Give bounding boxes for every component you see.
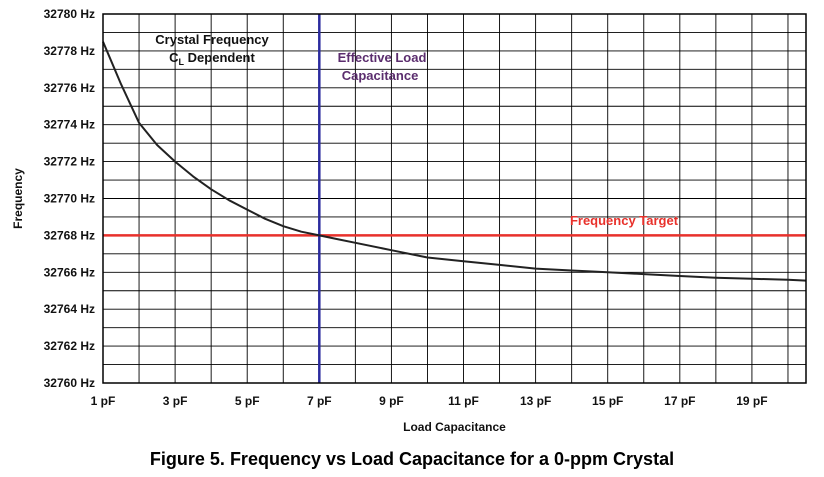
y-tick-label: 32762 Hz [44, 339, 95, 353]
x-tick-label: 11 pF [448, 394, 479, 408]
annotation-crystal-frequency: Crystal Frequency [155, 32, 269, 47]
y-tick-label: 32780 Hz [44, 7, 95, 21]
frequency-target-label: Frequency Target [570, 213, 679, 228]
x-tick-label: 5 pF [235, 394, 260, 408]
y-tick-label: 32772 Hz [44, 155, 95, 169]
x-tick-label: 3 pF [163, 394, 188, 408]
effective-load-label-line1: Effective Load [338, 50, 427, 65]
y-tick-label: 32760 Hz [44, 376, 95, 390]
y-tick-label: 32764 Hz [44, 302, 95, 316]
effective-load-label-line2: Capacitance [342, 68, 419, 83]
annotation-c: C [169, 50, 179, 65]
x-tick-label: 19 pF [736, 394, 767, 408]
frequency-curve [102, 41, 807, 282]
y-axis-ticks: 32760 Hz 32762 Hz 32764 Hz 32766 Hz 32768 Hz… [44, 7, 95, 390]
series-group [102, 41, 807, 282]
x-tick-label: 7 pF [307, 394, 332, 408]
x-tick-label: 9 pF [379, 394, 404, 408]
y-axis-title: Frequency [11, 168, 25, 229]
grid-lines [102, 13, 806, 384]
x-tick-label: 15 pF [592, 394, 623, 408]
reference-lines [103, 14, 806, 383]
annotation-cl-dependent: CL Dependent [169, 50, 255, 67]
x-tick-label: 1 pF [91, 394, 116, 408]
annotation-subscript-l: L [179, 57, 185, 67]
figure-caption: Figure 5. Frequency vs Load Capacitance … [149, 449, 675, 469]
x-tick-label: 13 pF [520, 394, 551, 408]
frequency-chart: 32760 Hz 32762 Hz 32764 Hz 32766 Hz 32768 Hz… [11, 7, 807, 434]
y-tick-label: 32776 Hz [44, 81, 95, 95]
y-tick-label: 32766 Hz [44, 265, 95, 279]
plot-frame [102, 13, 807, 384]
y-tick-label: 32774 Hz [44, 118, 95, 132]
y-tick-label: 32768 Hz [44, 228, 95, 242]
y-tick-label: 32778 Hz [44, 44, 95, 58]
x-axis-title: Load Capacitance [403, 420, 506, 434]
y-tick-label: 32770 Hz [44, 192, 95, 206]
x-axis-ticks: 1 pF 3 pF 5 pF 7 pF 9 pF 11 pF 13 pF 15 pF 17 pF… [91, 394, 768, 408]
x-tick-label: 17 pF [664, 394, 695, 408]
annotation-dependent: Dependent [184, 50, 255, 65]
